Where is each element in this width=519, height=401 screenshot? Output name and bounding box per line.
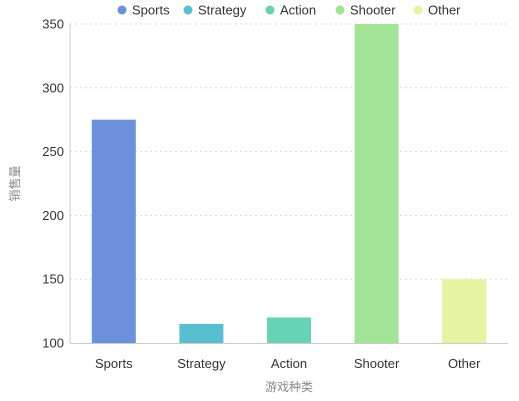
y-axis-title: 销售量 xyxy=(7,165,22,201)
legend-item-shooter[interactable]: Shooter xyxy=(335,3,397,18)
legend-marker-icon xyxy=(335,5,345,15)
legend-marker-icon xyxy=(183,5,193,15)
bar-other[interactable] xyxy=(442,279,487,343)
legend: Sports Strategy Action Shooter Other xyxy=(117,3,462,18)
legend-label: Other xyxy=(428,3,461,18)
legend-label: Action xyxy=(280,3,316,18)
x-tick-label: Other xyxy=(448,356,481,371)
y-tick-label: 250 xyxy=(42,144,64,159)
x-axis-title: 游戏种类 xyxy=(265,380,313,394)
y-tick-label: 200 xyxy=(42,208,64,223)
legend-marker-icon xyxy=(265,5,275,15)
y-tick-label: 300 xyxy=(42,80,64,95)
x-tick-label: Action xyxy=(271,356,307,371)
legend-label: Sports xyxy=(132,3,170,18)
legend-item-sports[interactable]: Sports xyxy=(117,3,171,18)
y-tick-label: 100 xyxy=(42,336,64,351)
x-tick-label: Sports xyxy=(95,356,133,371)
legend-marker-icon xyxy=(117,5,127,15)
legend-item-other[interactable]: Other xyxy=(413,3,462,18)
y-tick-label: 150 xyxy=(42,272,64,287)
legend-label: Shooter xyxy=(350,3,396,18)
bar-sports[interactable] xyxy=(91,119,136,343)
x-tick-label: Strategy xyxy=(177,356,226,371)
y-tick-label: 350 xyxy=(42,17,64,32)
gridlines xyxy=(70,23,508,280)
bar-action[interactable] xyxy=(267,317,311,343)
legend-item-strategy[interactable]: Strategy xyxy=(183,3,247,18)
bar-strategy[interactable] xyxy=(179,323,224,343)
axes xyxy=(69,24,508,344)
bar-shooter[interactable] xyxy=(354,24,399,343)
y-axis-ticks: 100 150 200 250 300 350 xyxy=(42,17,64,351)
x-axis-ticks: Sports Strategy Action Shooter Other xyxy=(95,356,481,371)
legend-label: Strategy xyxy=(198,3,247,18)
legend-marker-icon xyxy=(413,5,423,15)
legend-item-action[interactable]: Action xyxy=(265,3,317,18)
bars xyxy=(91,24,487,343)
x-tick-label: Shooter xyxy=(354,356,400,371)
